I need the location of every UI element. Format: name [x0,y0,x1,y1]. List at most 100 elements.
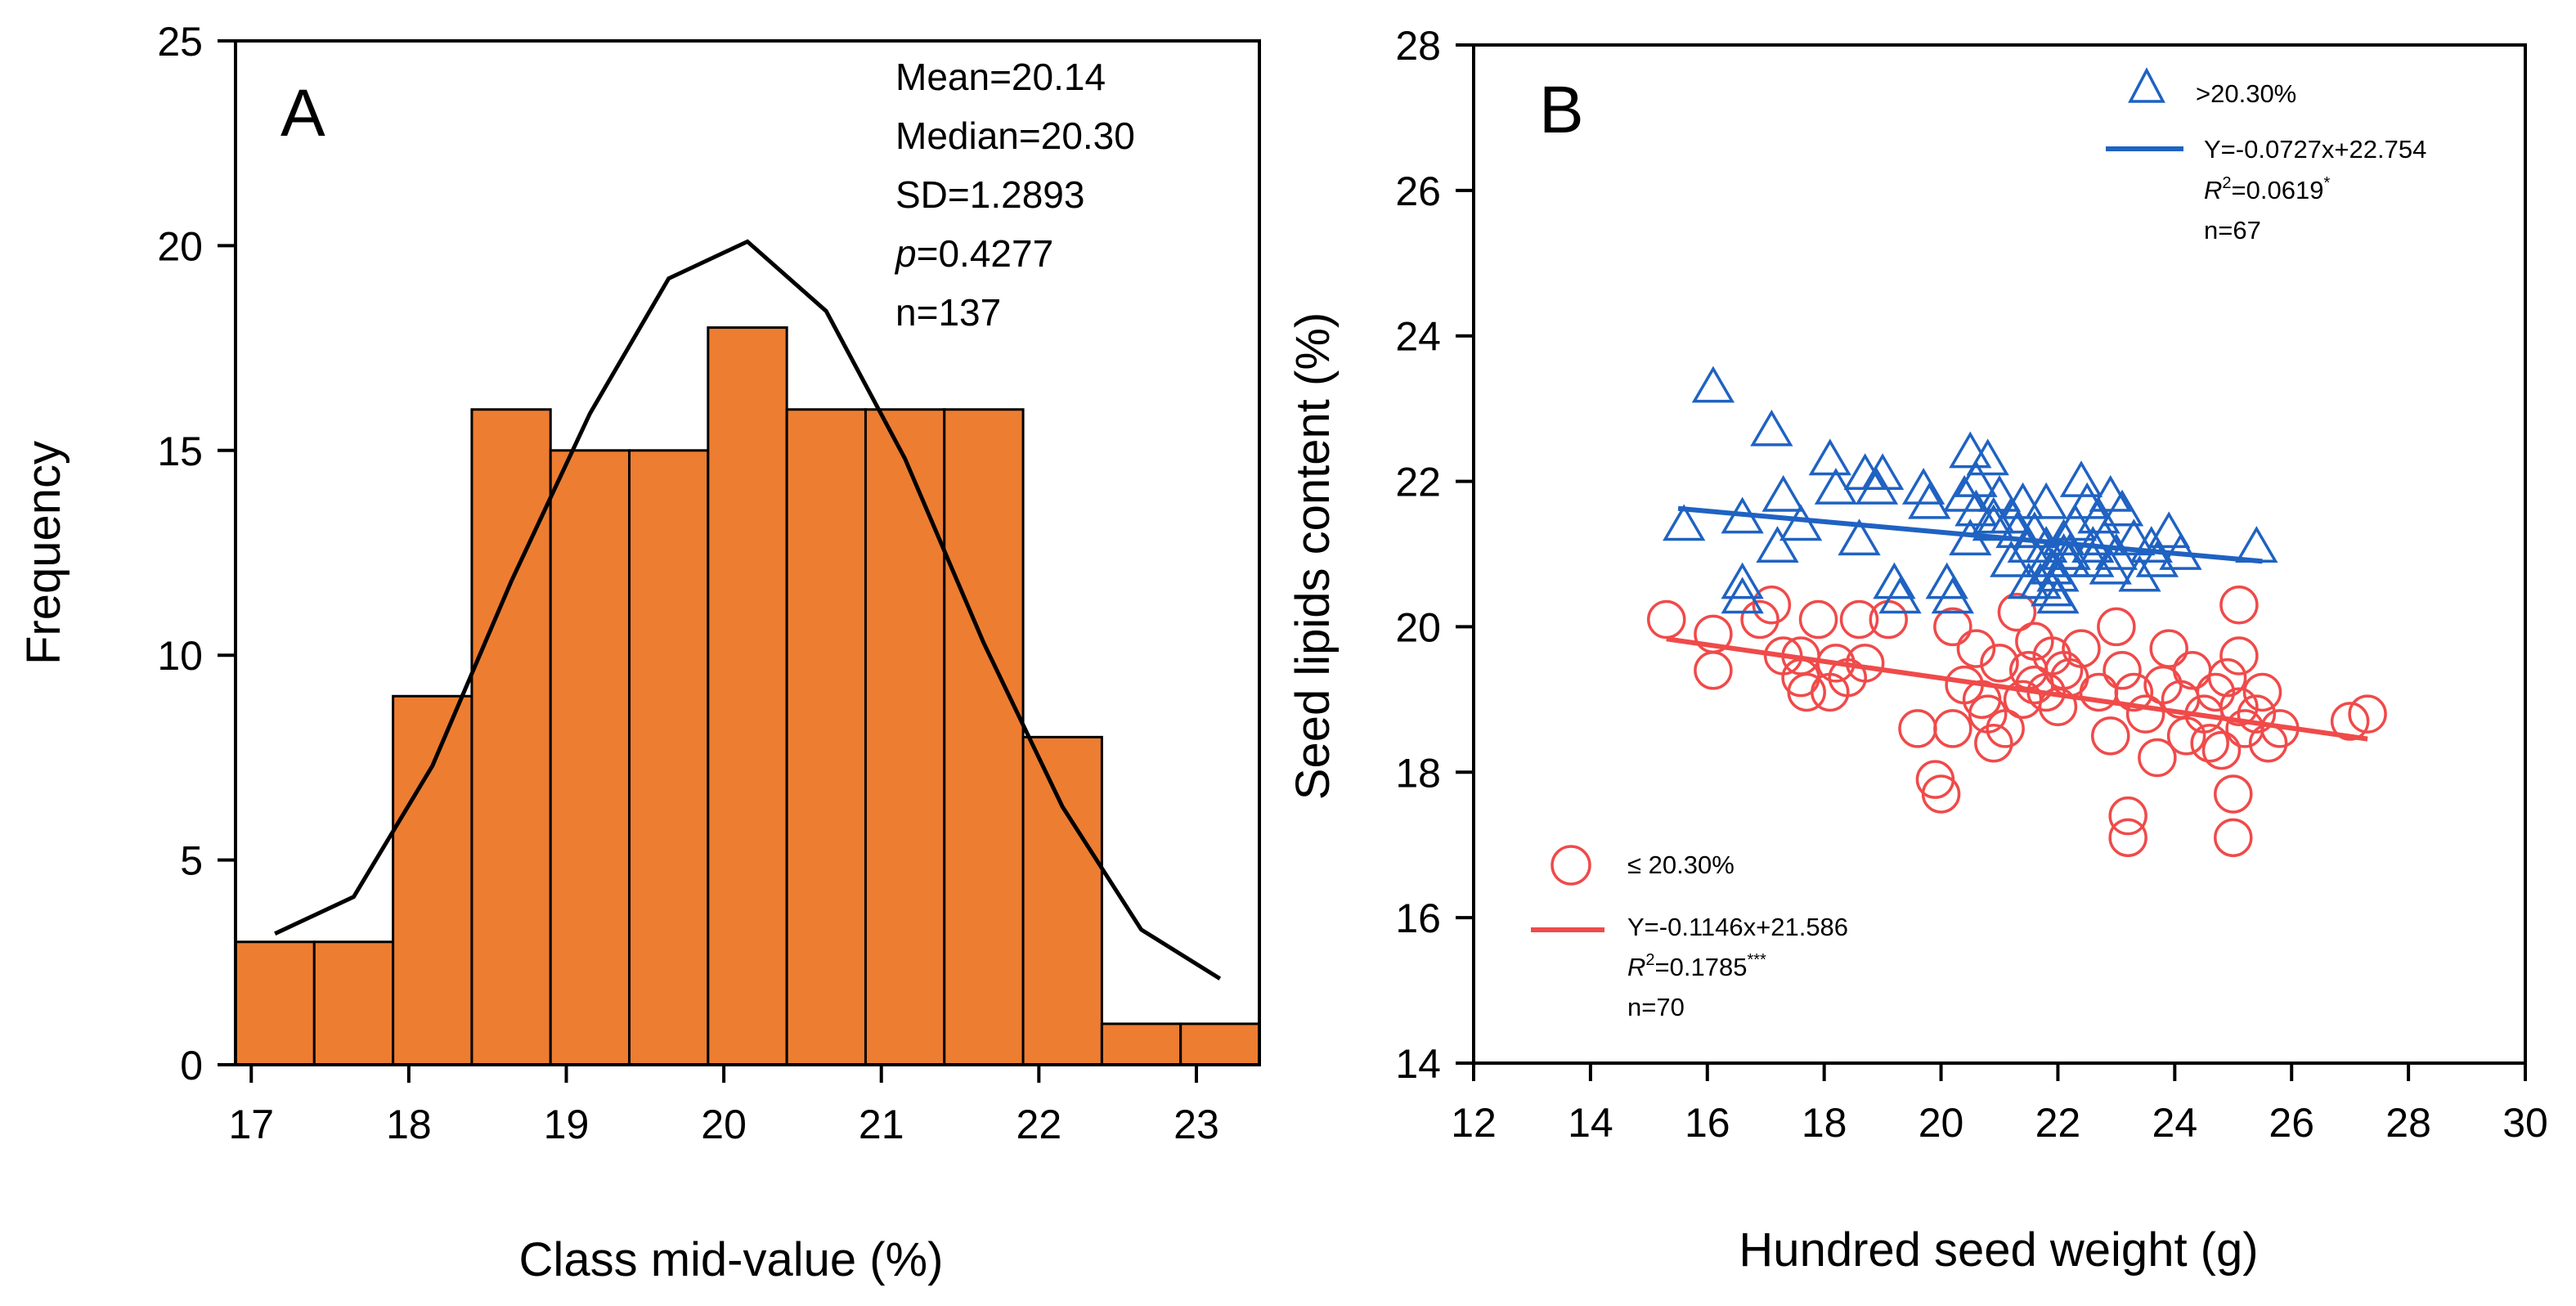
data-point-circle [2348,694,2387,734]
y-tick-label-b: 26 [1395,168,1441,214]
data-point-circle [1787,672,1826,712]
panel-label-a: A [280,76,325,150]
data-point-circle [2190,723,2229,763]
data-point-circle [2219,636,2259,675]
data-point-triangle [1990,540,2033,577]
data-point-triangle [2036,577,2080,614]
y-tick-label-a: 15 [157,429,203,474]
fit-line-low [1666,636,2368,742]
data-point-circle [1798,599,1838,640]
data-point-circle [2166,716,2206,756]
series-points-low [1647,586,2387,858]
data-point-triangle [1779,504,1823,541]
data-point-triangle [2018,562,2062,599]
histogram-bars [234,326,1261,1066]
data-point-circle [2201,730,2242,770]
equation-low: Y=-0.1146x+21.586 [1627,913,1848,941]
y-tick-label-b: 16 [1395,895,1441,941]
data-point-circle [2138,738,2177,778]
data-point-circle [2207,657,2247,698]
x-axis-label-a: Class mid-value (%) [519,1233,944,1286]
stat-sd: SD=1.2893 [895,173,1084,216]
histogram-bar [628,449,710,1066]
normal-curve [274,239,1222,981]
data-point-triangle [1761,474,1805,512]
x-tick-label-a: 23 [1174,1102,1219,1147]
data-point-circle [2330,702,2370,741]
data-point-circle [1694,651,1733,690]
data-point-triangle [2235,526,2278,563]
data-point-circle [2219,586,2259,625]
fit-line-high [1677,505,2263,564]
data-point-triangle [1949,431,1992,469]
data-point-triangle [1855,467,1899,505]
equation-high: Y=-0.0727x+22.754 [2204,135,2426,164]
data-point-circle [2242,672,2282,712]
legend-label-high: >20.30% [2196,79,2296,108]
data-point-triangle [2089,547,2132,585]
y-tick-label-b: 20 [1395,604,1441,650]
y-tick-label-a: 0 [180,1043,203,1088]
data-point-circle [2214,774,2253,814]
histogram-bar [707,326,788,1066]
y-tick-label-b: 14 [1395,1041,1441,1087]
data-point-circle [2108,796,2147,836]
data-point-circle [2097,607,2136,647]
data-point-triangle [1838,518,1881,556]
data-point-circle [2173,651,2212,690]
x-tick-label-a: 20 [701,1102,747,1147]
histogram-bar [1021,735,1103,1066]
n-high: n=67 [2204,216,2261,245]
data-point-triangle [1995,511,2039,549]
series-points-high [1663,366,2278,614]
data-point-triangle [1977,474,2022,512]
stat-p: p=0.4277 [894,232,1053,275]
stat-mean: Mean=20.14 [895,56,1106,98]
data-point-triangle [1925,562,1968,599]
data-point-triangle [2118,554,2161,592]
x-tick-label-b: 14 [1568,1100,1613,1146]
y-tick-label-b: 24 [1395,314,1441,360]
data-point-triangle [1908,482,1951,519]
data-point-triangle [1954,460,1998,497]
data-point-circle [2108,818,2147,858]
r2-low: R2=0.1785*** [1627,951,1766,981]
data-point-triangle [2042,518,2085,556]
stat-n: n=137 [895,291,1001,334]
data-point-circle [1839,599,1879,640]
data-point-circle [1816,644,1856,683]
data-point-circle [2214,818,2253,858]
data-point-circle [2196,672,2236,712]
data-point-triangle [2100,489,2144,527]
histogram-bar [785,408,867,1066]
y-axis-label-a: Frequency [17,441,70,665]
data-point-triangle [1990,496,2033,534]
data-point-triangle [1954,489,1998,527]
data-point-circle [1694,614,1733,654]
data-point-triangle [2059,460,2103,497]
plot-frame-b [1472,43,2527,1065]
data-point-circle [2219,687,2259,726]
data-point-circle [1956,629,1996,668]
histogram-bar [549,449,631,1066]
x-tick-label-b: 18 [1802,1100,1847,1146]
data-point-triangle [1756,526,1799,563]
data-point-circle [1740,599,1779,640]
data-point-triangle [1721,562,1764,599]
histogram-bar [864,408,946,1066]
histogram-bar [1179,1022,1261,1066]
histogram-bar [943,408,1025,1066]
data-point-triangle [1750,409,1793,447]
x-axis-label-b: Hundred seed weight (g) [1739,1223,2258,1277]
data-point-circle [1986,709,2025,748]
x-tick-label-a: 18 [386,1102,432,1147]
data-point-triangle [2112,518,2156,556]
legend-triangle-icon [2128,67,2165,103]
data-point-triangle [1873,562,1916,599]
plot-frame-a [234,39,1261,1066]
y-tick-label-a: 20 [157,223,203,269]
x-tick-label-a: 19 [544,1102,590,1147]
histogram-bar [470,408,552,1066]
data-point-circle [1921,774,1961,814]
data-point-circle [1980,644,2019,683]
